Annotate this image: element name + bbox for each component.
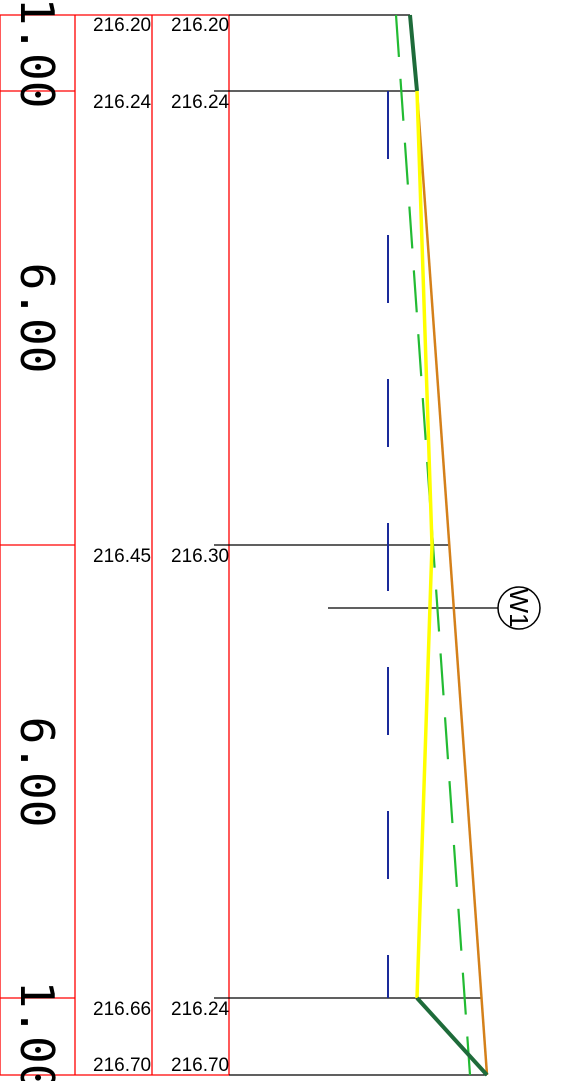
elevation-right-label: 216.24 <box>171 92 230 113</box>
elevation-left-label: 216.24 <box>93 92 152 113</box>
elevation-right-label: 216.70 <box>171 1055 229 1076</box>
yellow-line <box>415 90 434 999</box>
elevation-left-label: 216.66 <box>93 999 151 1020</box>
elevation-right-label: 216.30 <box>171 546 229 567</box>
segment-length-label: 1.00 <box>10 981 64 1081</box>
segment-length-label: 6.00 <box>10 263 64 374</box>
segment-length-label: 1.00 <box>10 0 64 108</box>
dark-green-bottom-line <box>415 996 489 1077</box>
station-lines <box>214 14 498 1076</box>
elevation-right-label: 216.20 <box>171 15 229 36</box>
elevation-left-label: 216.20 <box>93 15 151 36</box>
tag-label: W1 <box>504 589 534 628</box>
dark-green-top-line <box>408 14 419 92</box>
elevation-left-label: 216.45 <box>93 546 151 567</box>
segment-length-label: 6.00 <box>10 717 64 828</box>
frame <box>0 14 230 1076</box>
elevation-left-label: 216.70 <box>93 1055 151 1076</box>
orange-line <box>415 90 489 1076</box>
elevation-right-label: 216.24 <box>171 999 230 1020</box>
tag-circle <box>497 586 541 630</box>
